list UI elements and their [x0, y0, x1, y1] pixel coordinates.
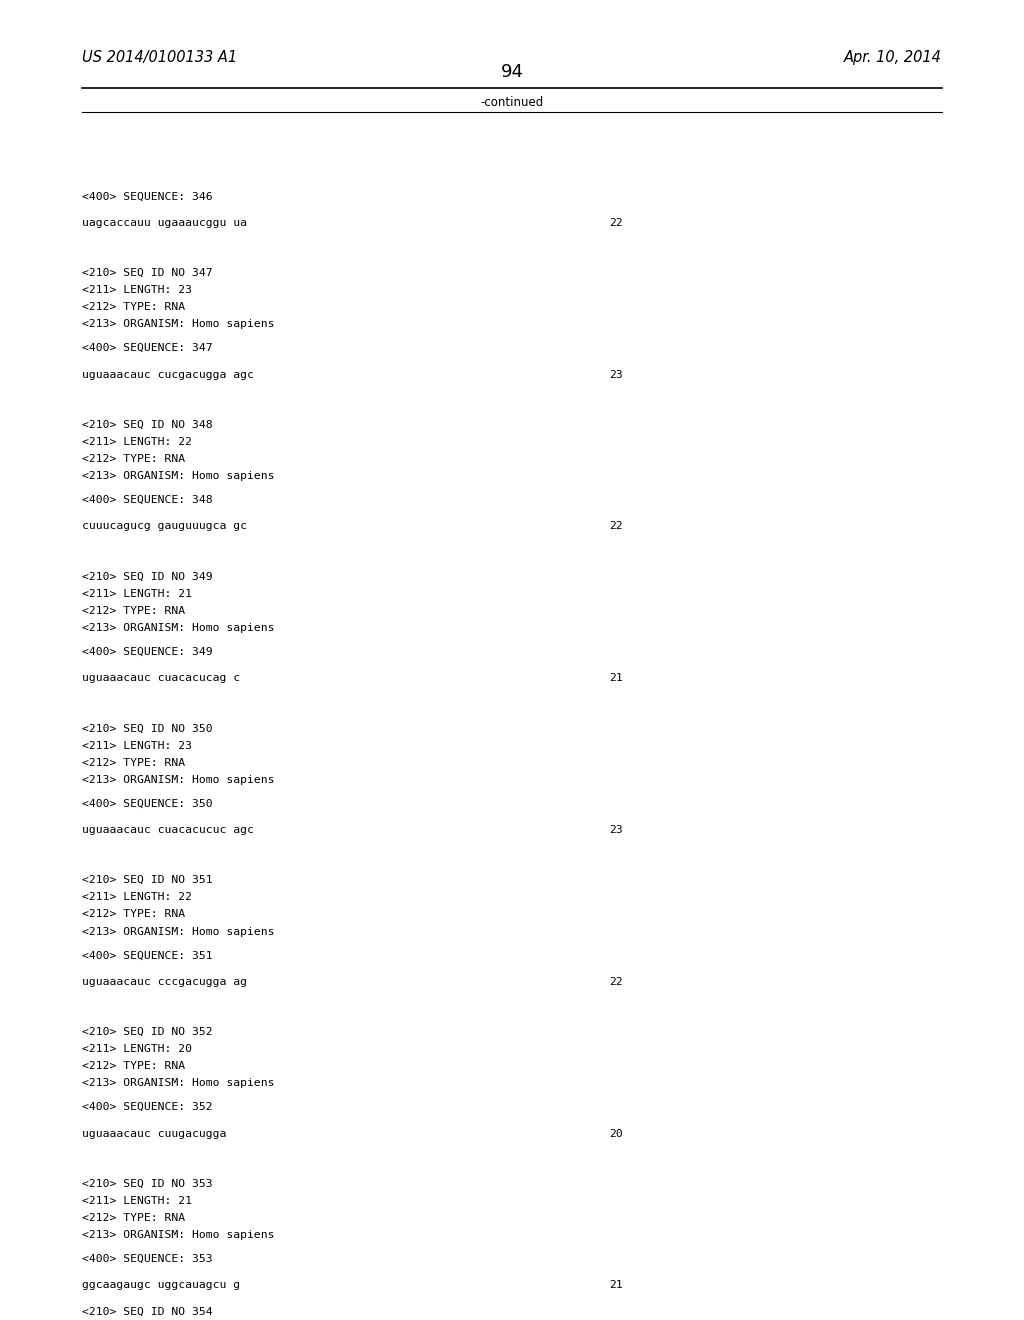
Text: <211> LENGTH: 21: <211> LENGTH: 21 [82, 1196, 191, 1206]
Text: <211> LENGTH: 20: <211> LENGTH: 20 [82, 1044, 191, 1055]
Text: <211> LENGTH: 22: <211> LENGTH: 22 [82, 437, 191, 447]
Text: <212> TYPE: RNA: <212> TYPE: RNA [82, 758, 185, 768]
Text: <400> SEQUENCE: 352: <400> SEQUENCE: 352 [82, 1102, 213, 1113]
Text: <400> SEQUENCE: 353: <400> SEQUENCE: 353 [82, 1254, 213, 1265]
Text: <211> LENGTH: 23: <211> LENGTH: 23 [82, 285, 191, 296]
Text: <212> TYPE: RNA: <212> TYPE: RNA [82, 1061, 185, 1072]
Text: <400> SEQUENCE: 351: <400> SEQUENCE: 351 [82, 950, 213, 961]
Text: uguaaacauc cuacacucuc agc: uguaaacauc cuacacucuc agc [82, 825, 254, 836]
Text: <210> SEQ ID NO 347: <210> SEQ ID NO 347 [82, 268, 213, 279]
Text: <212> TYPE: RNA: <212> TYPE: RNA [82, 1213, 185, 1224]
Text: 21: 21 [609, 1280, 623, 1291]
Text: 20: 20 [609, 1129, 623, 1139]
Text: <212> TYPE: RNA: <212> TYPE: RNA [82, 302, 185, 313]
Text: <211> LENGTH: 23: <211> LENGTH: 23 [82, 741, 191, 751]
Text: uagcaccauu ugaaaucggu ua: uagcaccauu ugaaaucggu ua [82, 218, 247, 228]
Text: <213> ORGANISM: Homo sapiens: <213> ORGANISM: Homo sapiens [82, 471, 274, 482]
Text: <213> ORGANISM: Homo sapiens: <213> ORGANISM: Homo sapiens [82, 1230, 274, 1241]
Text: <400> SEQUENCE: 349: <400> SEQUENCE: 349 [82, 647, 213, 657]
Text: 22: 22 [609, 218, 623, 228]
Text: <210> SEQ ID NO 350: <210> SEQ ID NO 350 [82, 723, 213, 734]
Text: uguaaacauc cccgacugga ag: uguaaacauc cccgacugga ag [82, 977, 247, 987]
Text: <211> LENGTH: 22: <211> LENGTH: 22 [82, 892, 191, 903]
Text: <213> ORGANISM: Homo sapiens: <213> ORGANISM: Homo sapiens [82, 623, 274, 634]
Text: <210> SEQ ID NO 348: <210> SEQ ID NO 348 [82, 420, 213, 430]
Text: <212> TYPE: RNA: <212> TYPE: RNA [82, 909, 185, 920]
Text: 21: 21 [609, 673, 623, 684]
Text: uguaaacauc cuugacugga: uguaaacauc cuugacugga [82, 1129, 226, 1139]
Text: 94: 94 [501, 63, 523, 82]
Text: <211> LENGTH: 21: <211> LENGTH: 21 [82, 589, 191, 599]
Text: ggcaagaugc uggcauagcu g: ggcaagaugc uggcauagcu g [82, 1280, 240, 1291]
Text: 22: 22 [609, 977, 623, 987]
Text: 23: 23 [609, 370, 623, 380]
Text: <210> SEQ ID NO 354: <210> SEQ ID NO 354 [82, 1307, 213, 1317]
Text: 23: 23 [609, 825, 623, 836]
Text: <210> SEQ ID NO 349: <210> SEQ ID NO 349 [82, 572, 213, 582]
Text: <210> SEQ ID NO 351: <210> SEQ ID NO 351 [82, 875, 213, 886]
Text: <400> SEQUENCE: 348: <400> SEQUENCE: 348 [82, 495, 213, 506]
Text: <210> SEQ ID NO 353: <210> SEQ ID NO 353 [82, 1179, 213, 1189]
Text: <210> SEQ ID NO 352: <210> SEQ ID NO 352 [82, 1027, 213, 1038]
Text: US 2014/0100133 A1: US 2014/0100133 A1 [82, 50, 237, 65]
Text: <400> SEQUENCE: 346: <400> SEQUENCE: 346 [82, 191, 213, 202]
Text: <213> ORGANISM: Homo sapiens: <213> ORGANISM: Homo sapiens [82, 927, 274, 937]
Text: <212> TYPE: RNA: <212> TYPE: RNA [82, 454, 185, 465]
Text: cuuucagucg gauguuugca gc: cuuucagucg gauguuugca gc [82, 521, 247, 532]
Text: <400> SEQUENCE: 350: <400> SEQUENCE: 350 [82, 799, 213, 809]
Text: <213> ORGANISM: Homo sapiens: <213> ORGANISM: Homo sapiens [82, 775, 274, 785]
Text: 22: 22 [609, 521, 623, 532]
Text: -continued: -continued [480, 96, 544, 110]
Text: <213> ORGANISM: Homo sapiens: <213> ORGANISM: Homo sapiens [82, 319, 274, 330]
Text: <400> SEQUENCE: 347: <400> SEQUENCE: 347 [82, 343, 213, 354]
Text: <213> ORGANISM: Homo sapiens: <213> ORGANISM: Homo sapiens [82, 1078, 274, 1089]
Text: uguaaacauc cuacacucag c: uguaaacauc cuacacucag c [82, 673, 240, 684]
Text: Apr. 10, 2014: Apr. 10, 2014 [844, 50, 942, 65]
Text: uguaaacauc cucgacugga agc: uguaaacauc cucgacugga agc [82, 370, 254, 380]
Text: <212> TYPE: RNA: <212> TYPE: RNA [82, 606, 185, 616]
